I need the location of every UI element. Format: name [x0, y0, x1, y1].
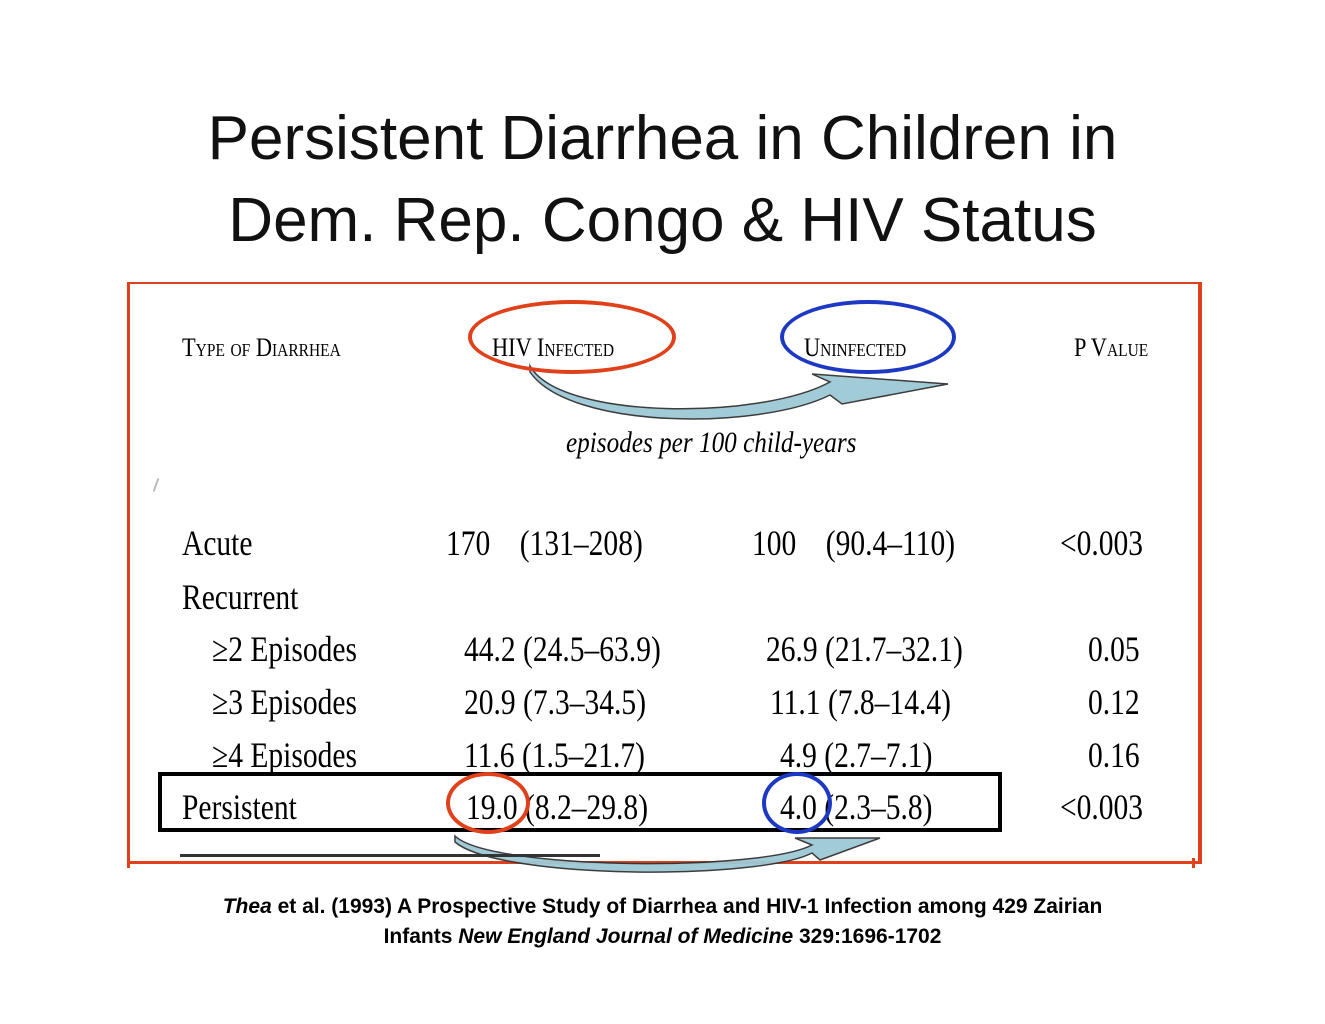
hiv-value: 170 (131–208) [446, 523, 643, 563]
header-uninfected: Uninfected [804, 333, 907, 362]
row-label: ≥3 Episodes [212, 682, 357, 722]
row-label: Persistent [182, 787, 297, 827]
uninfected-value: 26.9 (21.7–32.1) [766, 629, 963, 669]
uninfected-value: 11.1 (7.8–14.4) [770, 682, 951, 722]
citation-journal: New England Journal of Medicine [458, 925, 794, 948]
table-row: Persistent 19.0 (8.2–29.8) 4.0 (2.3–5.8)… [0, 786, 1325, 834]
table-bottom-rule [180, 854, 600, 857]
p-value: <0.003 [1060, 787, 1144, 827]
table-row: ≥2 Episodes 44.2 (24.5–63.9) 26.9 (21.7–… [0, 628, 1325, 676]
citation-line-1: Thea et al. (1993) A Prospective Study o… [0, 892, 1325, 922]
slide-title: Persistent Diarrhea in Children in Dem. … [0, 98, 1325, 262]
citation: Thea et al. (1993) A Prospective Study o… [0, 892, 1325, 952]
title-line-2: Dem. Rep. Congo & HIV Status [228, 186, 1097, 255]
hiv-value: 20.9 (7.3–34.5) [464, 682, 647, 722]
frame-stub-left [127, 858, 130, 868]
table-row: Recurrent [0, 576, 1325, 624]
p-value: 0.05 [1088, 629, 1140, 669]
header-p-value: P Value [1074, 333, 1149, 362]
uninfected-value: 100 (90.4–110) [752, 523, 956, 563]
p-value: 0.12 [1088, 682, 1140, 722]
hiv-value: 11.6 (1.5–21.7) [464, 735, 645, 775]
uninfected-oval [780, 300, 956, 374]
units-subheader: episodes per 100 child-years [566, 426, 857, 459]
table-row: Acute 170 (131–208) 100 (90.4–110) <0.00… [0, 522, 1325, 570]
uninfected-value: 4.9 (2.7–7.1) [780, 735, 933, 775]
top-curved-arrow [529, 363, 949, 420]
table-frame [127, 282, 1202, 864]
citation-author: Thea [222, 895, 272, 918]
persistent-hiv-oval [446, 772, 530, 834]
row-label: ≥2 Episodes [212, 629, 357, 669]
persistent-uninfected-oval [762, 772, 832, 834]
persistent-row-highlight [158, 772, 1002, 832]
p-value: <0.003 [1060, 523, 1144, 563]
row-label: Acute [182, 523, 253, 563]
header-hiv-infected: HIV Infected [492, 333, 615, 362]
citation-text-2: Infants [383, 925, 459, 948]
title-line-1: Persistent Diarrhea in Children in [207, 104, 1118, 173]
row-label: ≥4 Episodes [212, 735, 357, 775]
header-type: Type of Diarrhea [182, 333, 341, 362]
frame-stub-right [1192, 858, 1195, 868]
p-value: 0.16 [1088, 735, 1140, 775]
citation-text-3: 329:1696-1702 [793, 925, 942, 948]
row-label: Recurrent [182, 577, 299, 617]
table-row: ≥4 Episodes 11.6 (1.5–21.7) 4.9 (2.7–7.1… [0, 734, 1325, 782]
hiv-value: 44.2 (24.5–63.9) [464, 629, 661, 669]
bottom-curved-arrow [454, 834, 881, 873]
table-row: ≥3 Episodes 20.9 (7.3–34.5) 11.1 (7.8–14… [0, 681, 1325, 729]
citation-text-1: et al. (1993) A Prospective Study of Dia… [271, 895, 1103, 918]
citation-line-2: Infants New England Journal of Medicine … [0, 922, 1325, 952]
hiv-infected-oval [468, 300, 676, 374]
